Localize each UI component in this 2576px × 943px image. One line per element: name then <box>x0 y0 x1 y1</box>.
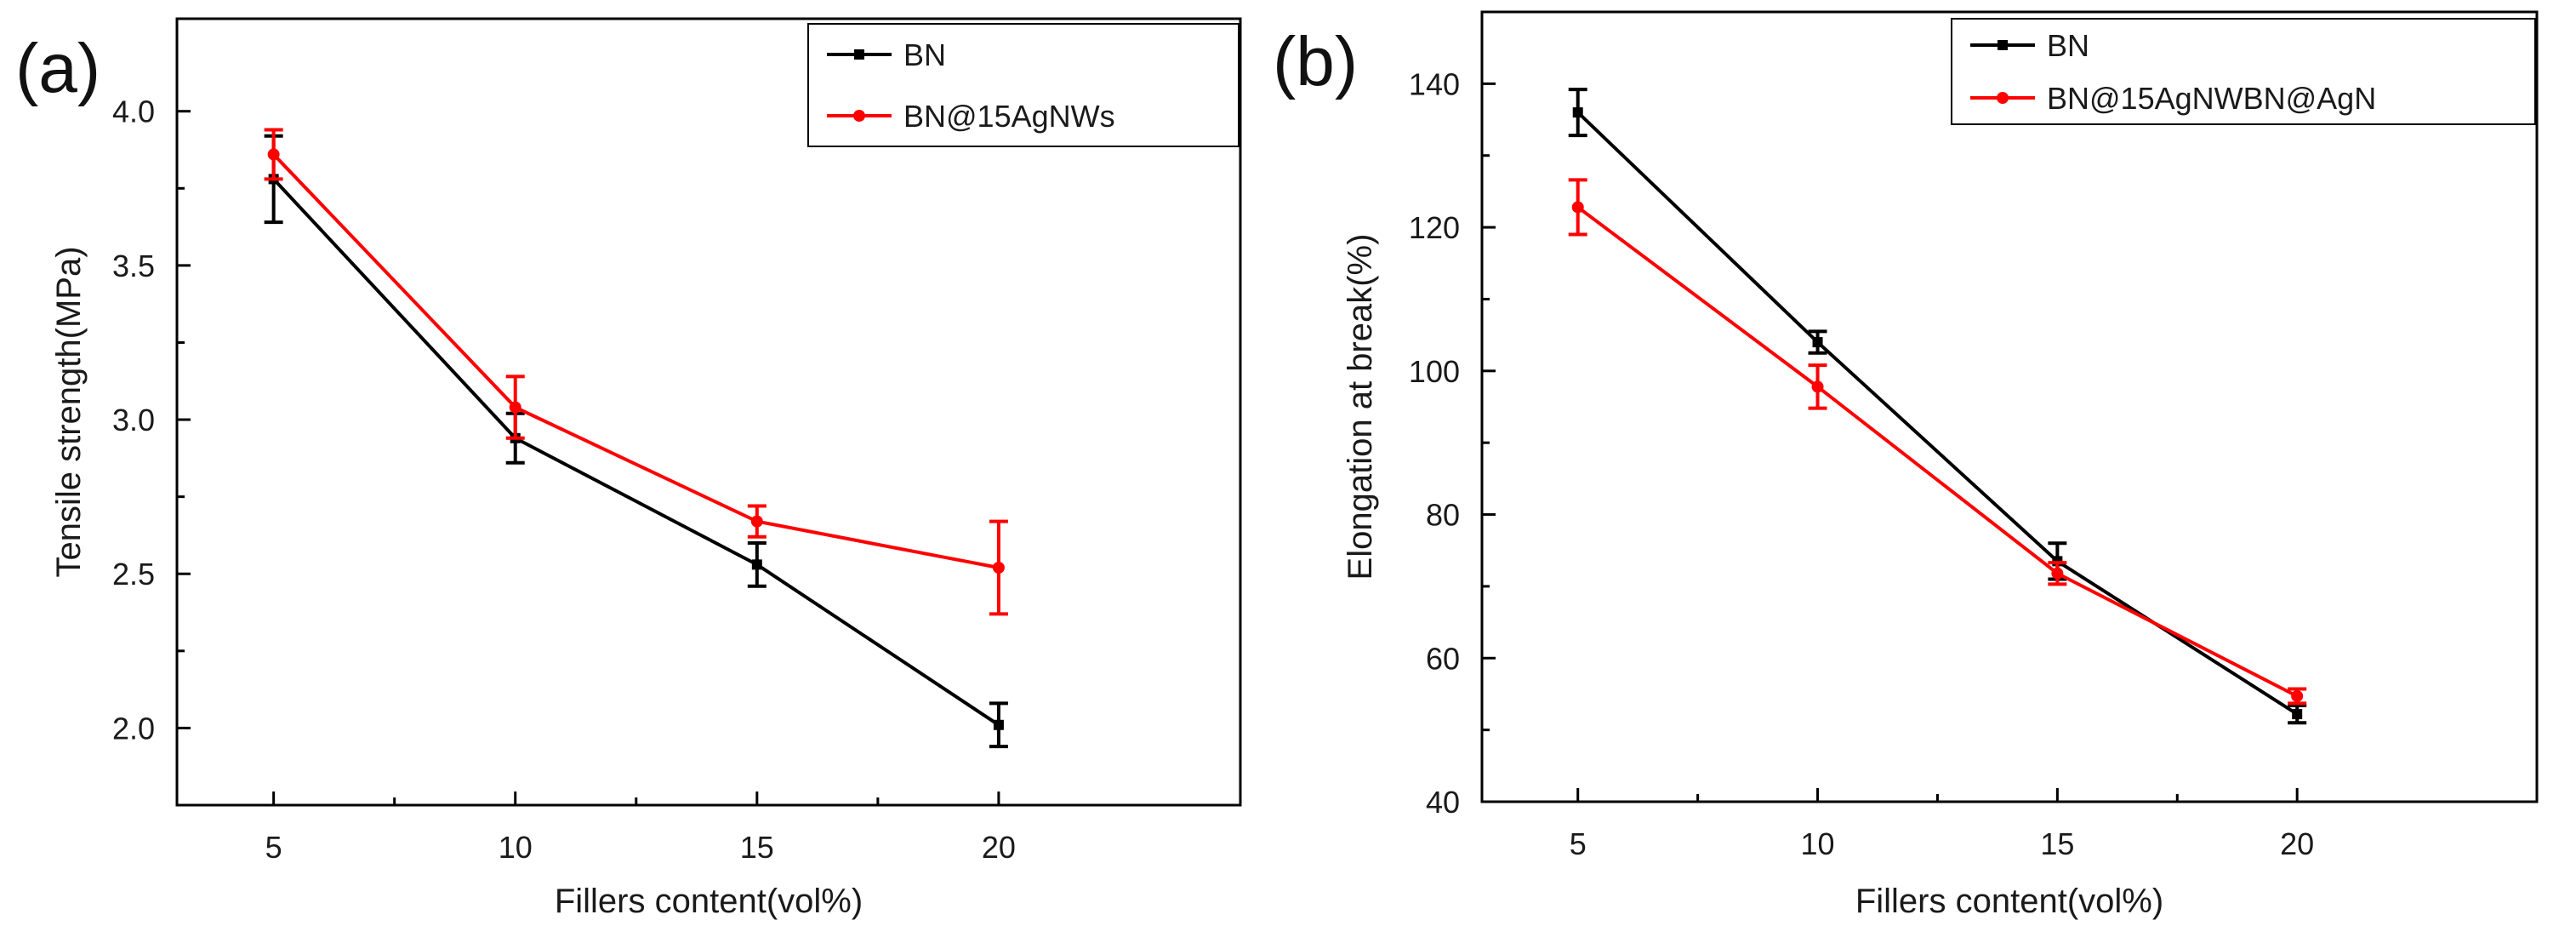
y-tick-label: 3.5 <box>112 249 155 283</box>
y-tick-label: 60 <box>1426 641 1460 676</box>
data-point <box>993 719 1004 730</box>
legend-marker <box>1998 40 2008 50</box>
legend-box <box>807 23 1240 147</box>
series-bn-15agnwbn-agn <box>1568 178 2307 706</box>
data-point <box>992 561 1005 574</box>
data-point <box>1812 337 1823 348</box>
x-tick-label: 10 <box>1801 826 1835 861</box>
data-point <box>750 515 763 528</box>
y-tick-label: 120 <box>1409 210 1460 245</box>
legend-marker <box>1997 92 2009 104</box>
series-bn <box>264 134 1008 749</box>
y-tick-label: 80 <box>1426 498 1460 533</box>
legend-marker <box>853 110 865 122</box>
plot-frame <box>175 17 1242 807</box>
series-line <box>1576 205 2299 698</box>
data-point <box>2291 689 2304 702</box>
series-line <box>272 153 1000 569</box>
legend-label: BN <box>903 37 946 72</box>
y-tick-label: 40 <box>1426 785 1460 820</box>
chart-panel-a: (a) 5 10 15 20 2.0 2.5 3.0 3.5 4.0 Fillers content… <box>15 17 1242 920</box>
x-tick-label: 15 <box>2040 826 2074 861</box>
panel-label: (b) <box>1273 23 1358 100</box>
data-point <box>1811 380 1824 393</box>
x-axis-label: Fillers content(vol%) <box>555 883 863 920</box>
x-tick-label: 5 <box>1570 826 1587 861</box>
data-point <box>1571 201 1584 214</box>
legend: BN BN@15AgNWBN@AgN <box>1951 18 2536 125</box>
series-line <box>272 178 1000 727</box>
legend-marker <box>854 49 864 60</box>
legend: BN BN@15AgNWs <box>807 23 1240 147</box>
legend-label: BN@15AgNWBN@AgN <box>2047 81 2376 116</box>
legend-box <box>1951 18 2536 125</box>
x-axis-label: Fillers content(vol%) <box>1855 883 2163 920</box>
y-axis-label: Tensile strength(MPa) <box>50 246 88 577</box>
y-tick-label: 4.0 <box>112 94 155 129</box>
y-tick-label: 140 <box>1409 66 1460 101</box>
panel-label: (a) <box>15 30 100 107</box>
x-tick-label: 5 <box>265 830 282 865</box>
y-tick-label: 100 <box>1409 354 1460 389</box>
y-axis-label: Elongation at break(%) <box>1342 234 1379 580</box>
y-tick-label: 3.0 <box>112 403 155 437</box>
data-point <box>2292 709 2303 720</box>
series-bn-15agnws <box>264 128 1008 616</box>
x-tick-label: 20 <box>2280 826 2314 861</box>
data-point <box>1572 107 1583 118</box>
x-tick-label: 10 <box>499 830 533 865</box>
x-tick-label: 15 <box>740 830 774 865</box>
series-line <box>1576 111 2299 716</box>
y-tick-label: 2.0 <box>112 711 155 746</box>
data-point <box>2051 567 2064 580</box>
series-bn <box>1568 88 2307 725</box>
legend-label: BN <box>2047 28 2089 63</box>
x-tick-label: 20 <box>982 830 1016 865</box>
y-tick-label: 2.5 <box>112 557 155 592</box>
legend-label: BN@15AgNWs <box>903 99 1115 134</box>
data-point <box>751 559 762 570</box>
plot-frame <box>1480 10 2539 803</box>
data-point <box>509 401 521 414</box>
data-point <box>267 148 280 161</box>
chart-panel-b: (b) 5 10 15 20 40 60 80 100 120 140 Fillers content… <box>1273 10 2539 920</box>
